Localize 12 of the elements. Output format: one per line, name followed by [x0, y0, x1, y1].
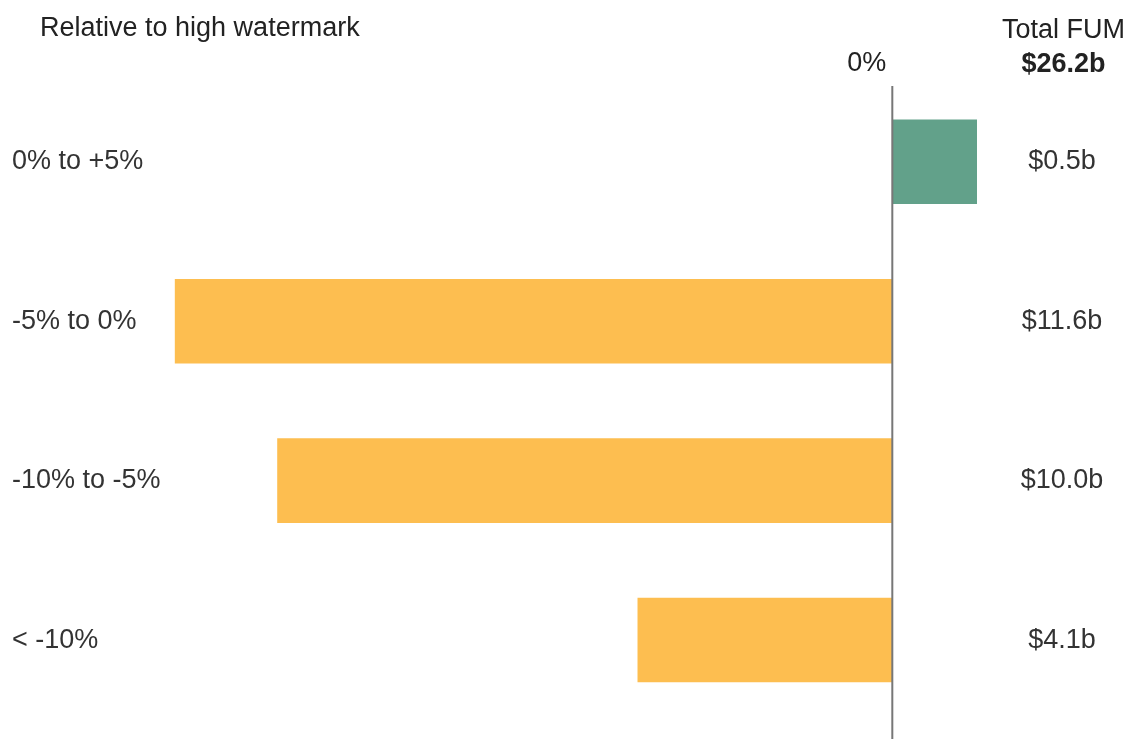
y-tick-label: -10% to -5% [12, 464, 161, 495]
y-tick-label: -5% to 0% [12, 304, 137, 335]
ref-line-label: 0% [847, 47, 887, 78]
text: $0.5b [1028, 145, 1096, 176]
text: $4.1b [1028, 623, 1096, 654]
text: $11.6b [1021, 304, 1103, 335]
text: $10.0b [1020, 464, 1104, 495]
text: $26.2b [1020, 47, 1107, 80]
text: Total FUM [1001, 13, 1125, 46]
y-tick-label: 0% to +5% [12, 145, 144, 176]
y-tick-label: < -10% [12, 623, 99, 654]
chart-title: Relative to high watermark [40, 12, 360, 43]
